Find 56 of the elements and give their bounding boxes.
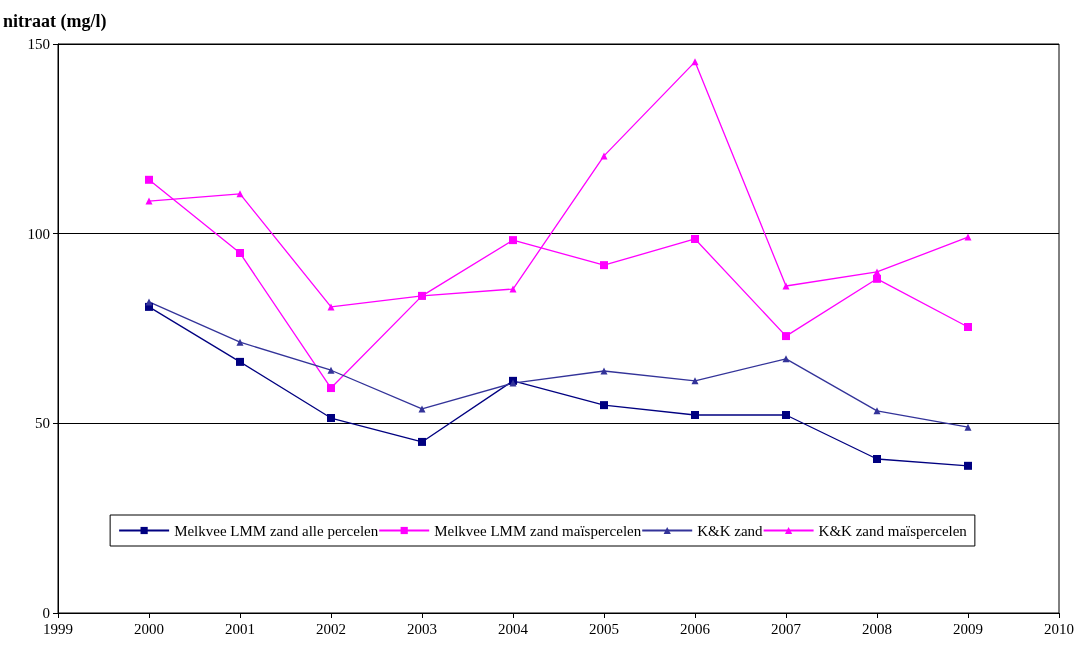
legend-label: Melkvee LMM zand maïspercelen xyxy=(434,522,642,539)
point xyxy=(964,461,972,470)
point xyxy=(964,423,972,431)
point xyxy=(327,303,335,311)
point xyxy=(873,454,881,463)
y-tick-label: 150 xyxy=(27,36,50,52)
point xyxy=(145,298,153,306)
point xyxy=(600,367,608,375)
x-tick-label: 2001 xyxy=(225,620,255,637)
point xyxy=(145,197,153,205)
point xyxy=(236,357,244,366)
point xyxy=(418,437,426,446)
point xyxy=(782,282,790,290)
point xyxy=(691,234,699,243)
point xyxy=(873,268,881,276)
x-tick-label: 2007 xyxy=(771,620,802,637)
point xyxy=(873,407,881,415)
point xyxy=(327,414,335,423)
x-tick-label: 2009 xyxy=(953,620,983,637)
point xyxy=(964,233,972,241)
point xyxy=(145,175,153,184)
x-tick-label: 2003 xyxy=(407,620,437,637)
legend-label: K&K zand maïspercelen xyxy=(818,522,968,539)
point xyxy=(509,285,517,293)
y-tick-label: 0 xyxy=(42,605,50,621)
point xyxy=(236,190,244,198)
point xyxy=(327,384,335,393)
x-tick-label: 2006 xyxy=(680,620,711,637)
point xyxy=(782,355,790,363)
x-tick-label: 2005 xyxy=(589,620,619,637)
legend-label: K&K zand xyxy=(697,522,764,539)
legend-label: Melkvee LMM zand alle percelen xyxy=(174,522,379,539)
x-tick-label: 2002 xyxy=(316,620,346,637)
point xyxy=(873,274,881,283)
y-tick-label: 100 xyxy=(27,225,50,242)
point xyxy=(327,366,335,374)
point xyxy=(509,236,517,245)
point xyxy=(691,377,699,385)
point xyxy=(964,322,972,331)
point xyxy=(600,401,608,410)
x-tick-label: 1999 xyxy=(43,620,73,637)
point xyxy=(236,338,244,346)
y-axis-title: nitraat (mg/l) xyxy=(3,11,107,32)
x-tick-label: 2004 xyxy=(498,620,529,637)
point xyxy=(691,58,699,66)
point xyxy=(236,249,244,258)
x-tick-label: 2000 xyxy=(134,620,164,637)
point xyxy=(691,410,699,419)
x-tick-label: 2008 xyxy=(862,620,892,637)
y-tick-label: 50 xyxy=(35,415,50,432)
point xyxy=(600,261,608,270)
point xyxy=(782,332,790,341)
x-tick-label: 2010 xyxy=(1044,620,1074,637)
point xyxy=(600,152,608,160)
point xyxy=(418,405,426,413)
point xyxy=(782,410,790,419)
